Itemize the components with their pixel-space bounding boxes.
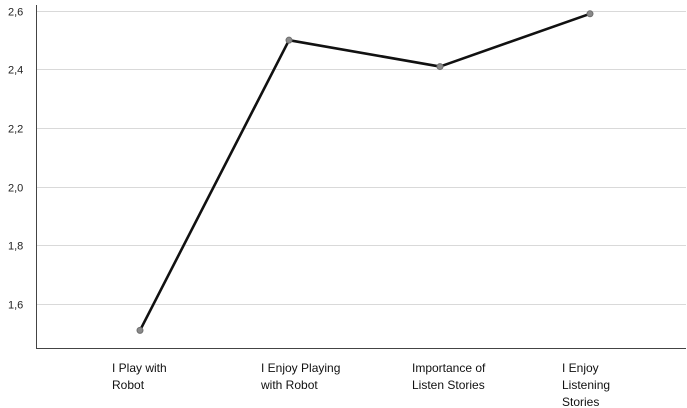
y-tick-label: 2,2 bbox=[8, 124, 23, 136]
data-point bbox=[136, 326, 144, 334]
x-tick-label-line: with Robot bbox=[260, 378, 318, 392]
series bbox=[138, 12, 591, 332]
x-tick-label: I Enjoy Playing with Robot bbox=[260, 361, 340, 392]
x-tick-label: I Play with Robot bbox=[112, 361, 167, 392]
x-axis-tick-labels: I Play with Robot I Enjoy Playing with Robo… bbox=[112, 361, 610, 408]
data-point bbox=[436, 63, 444, 71]
series-line bbox=[138, 12, 591, 332]
gridlines bbox=[36, 11, 686, 305]
axes bbox=[36, 5, 686, 349]
x-tick-label-line: I Enjoy bbox=[562, 361, 599, 375]
y-tick-label: 2,0 bbox=[8, 183, 23, 195]
y-tick-label: 2,6 bbox=[8, 7, 23, 19]
x-tick-label-line: Robot bbox=[112, 378, 145, 392]
y-tick-label: 1,6 bbox=[8, 300, 23, 312]
x-tick-label-line: I Play with bbox=[112, 361, 167, 375]
x-tick-label: I Enjoy Listening Stories bbox=[562, 361, 610, 408]
y-axis-tick-labels: 1,6 1,8 2,0 2,2 2,4 2,6 bbox=[8, 7, 23, 312]
data-point bbox=[285, 36, 293, 44]
x-tick-label-line: Listening bbox=[562, 378, 610, 392]
data-points bbox=[136, 10, 594, 334]
y-tick-label: 2,4 bbox=[8, 65, 23, 77]
data-point bbox=[586, 10, 594, 18]
x-tick-label-line: Importance of bbox=[412, 361, 486, 375]
x-tick-label-line: Listen Stories bbox=[412, 378, 485, 392]
x-tick-label: Importance of Listen Stories bbox=[412, 361, 486, 392]
x-tick-label-line: I Enjoy Playing bbox=[261, 361, 340, 375]
x-tick-label-line: Stories bbox=[562, 395, 599, 408]
y-tick-label: 1,8 bbox=[8, 241, 23, 253]
